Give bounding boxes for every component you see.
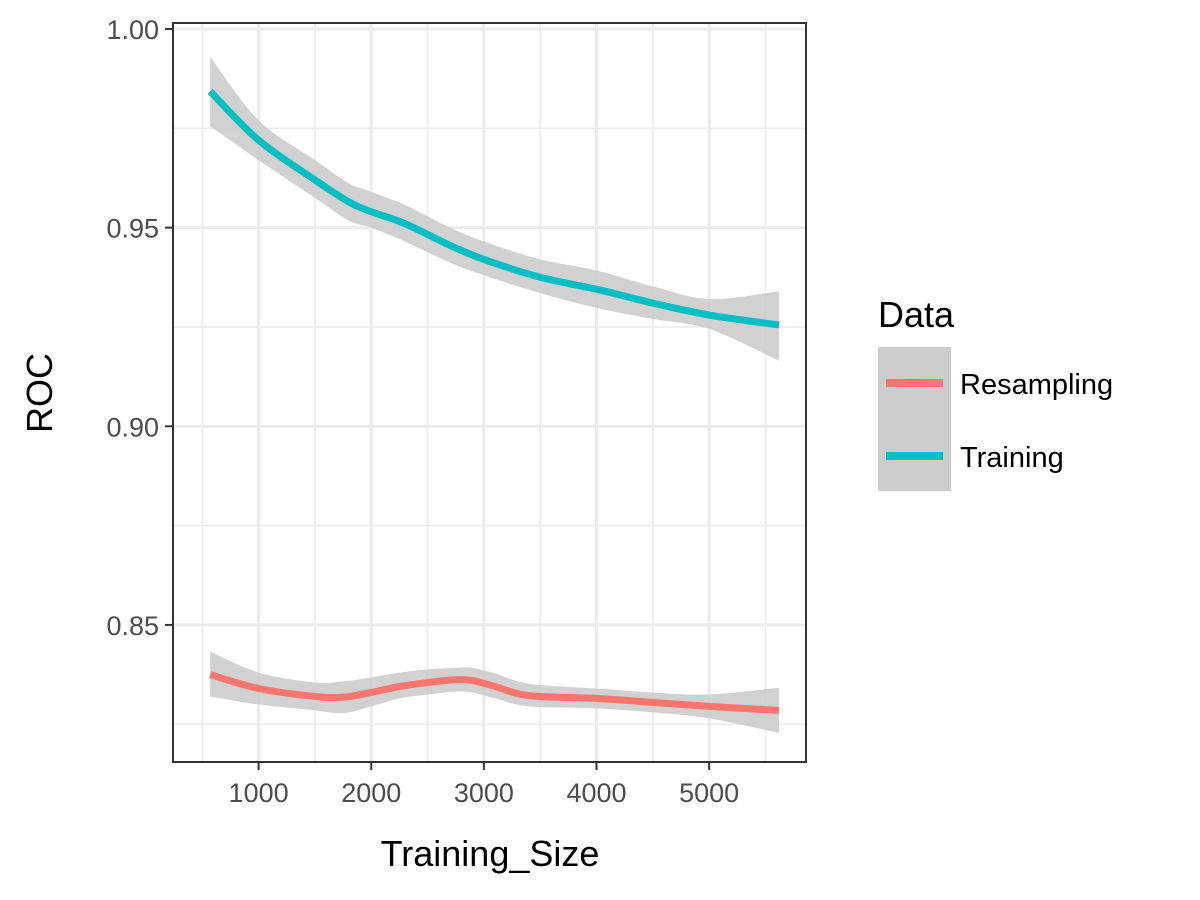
y-tick-label: 1.00 [106, 15, 159, 45]
y-tick-label: 0.85 [106, 611, 159, 641]
x-axis-title: Training_Size [381, 833, 600, 874]
legend: Data Resampling Training [878, 294, 1113, 491]
confidence-band-training [210, 56, 779, 361]
legend-label-resampling: Resampling [960, 369, 1113, 401]
x-tick-label: 3000 [454, 778, 514, 808]
x-tick-label: 5000 [679, 778, 739, 808]
x-tick-label: 4000 [566, 778, 626, 808]
panel-border [172, 22, 807, 763]
y-tick-label: 0.90 [106, 412, 159, 442]
legend-key-background [878, 347, 951, 491]
y-axis: 0.85 0.90 0.95 1.00 [106, 15, 173, 641]
confidence-ribbons [210, 56, 779, 733]
series-line-resampling [209, 671, 780, 714]
legend-label-training: Training [960, 442, 1064, 474]
series-line-training [207, 88, 780, 329]
x-tick-label: 2000 [341, 778, 401, 808]
series-lines [207, 88, 780, 714]
y-tick-label: 0.95 [106, 214, 159, 244]
legend-title: Data [878, 294, 955, 335]
confidence-band-resampling [210, 651, 779, 733]
minor-gridlines [173, 23, 806, 762]
y-axis-title: ROC [19, 353, 60, 433]
x-tick-label: 1000 [229, 778, 289, 808]
major-gridlines [173, 23, 806, 762]
plot-area [172, 22, 807, 763]
x-axis: 1000 2000 3000 4000 5000 [229, 762, 739, 808]
